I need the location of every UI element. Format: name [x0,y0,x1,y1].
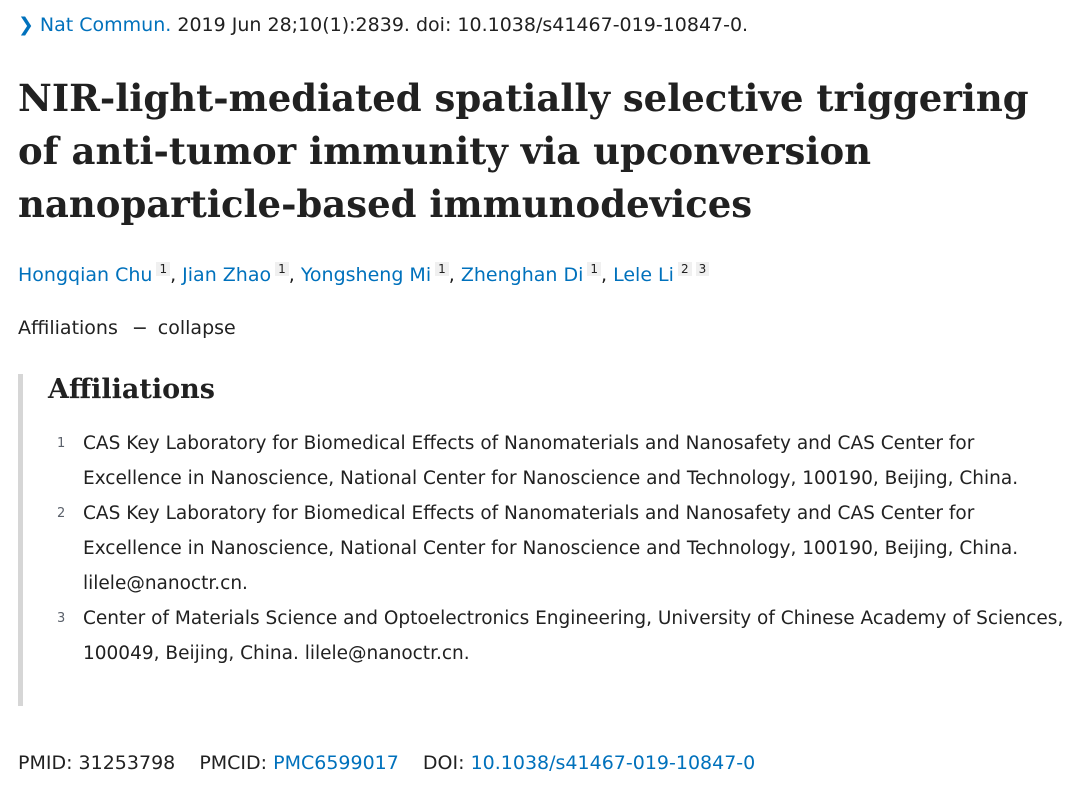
affiliation-text: CAS Key Laboratory for Biomedical Effect… [83,433,1019,489]
citation-details: 2019 Jun 28;10(1):2839. doi: 10.1038/s41… [177,14,749,36]
article-title: NIR-light-mediated spatially selective t… [18,76,1029,226]
collapse-dash-icon: − [131,317,148,339]
author-affiliation-ref[interactable]: 1 [275,262,289,276]
author-link[interactable]: Lele Li [613,264,674,286]
affiliation-item: 2 CAS Key Laboratory for Biomedical Effe… [23,496,1078,601]
affiliation-number: 2 [57,506,66,521]
author-list: Hongqian Chu 1, Jian Zhao 1, Yongsheng Mi 1… [18,262,710,286]
chevron-right-icon[interactable]: ❯ [18,14,34,36]
affiliation-number: 3 [57,611,66,626]
journal-link[interactable]: Nat Commun. [39,14,172,36]
affiliation-item: 1 CAS Key Laboratory for Biomedical Effe… [23,426,1078,496]
affiliations-heading: Affiliations [48,374,215,405]
affiliation-number: 1 [57,436,66,451]
pmcid-label: PMCID: [199,752,268,774]
citation-line: ❯ Nat Commun. 2019 Jun 28;10(1):2839. doi… [18,14,748,36]
author-affiliation-ref[interactable]: 2 [677,262,692,276]
pmcid-link[interactable]: PMC6599017 [273,752,399,774]
doi-label: DOI: [422,752,465,774]
affiliations-toggle-label: Affiliations [18,317,118,339]
author-affiliation-ref[interactable]: 3 [695,262,710,276]
affiliation-text: CAS Key Laboratory for Biomedical Effect… [83,503,1019,594]
affiliations-toggle-action[interactable]: collapse [157,317,236,339]
author-link[interactable]: Yongsheng Mi [300,264,432,286]
affiliation-text: Center of Materials Science and Optoelec… [83,608,1064,664]
doi-link[interactable]: 10.1038/s41467-019-10847-0 [470,752,756,774]
author-affiliation-ref[interactable]: 1 [435,262,449,276]
author-affiliation-ref[interactable]: 1 [156,262,171,276]
pmid-value: 31253798 [78,752,176,774]
author-affiliation-ref[interactable]: 1 [587,262,602,276]
affiliation-item: 3 Center of Materials Science and Optoel… [23,601,1078,671]
affiliations-toggle[interactable]: Affiliations − collapse [18,317,236,339]
author-link[interactable]: Jian Zhao [182,264,272,286]
affiliations-list: 1 CAS Key Laboratory for Biomedical Effe… [23,426,1078,671]
pmid-label: PMID: [18,752,73,774]
affiliations-panel: Affiliations 1 CAS Key Laboratory for Bi… [18,374,1080,706]
author-link[interactable]: Zhenghan Di [460,264,584,286]
identifiers-line: PMID: 31253798 PMCID: PMC6599017 DOI: 10… [18,752,755,774]
author-link[interactable]: Hongqian Chu [18,264,153,286]
